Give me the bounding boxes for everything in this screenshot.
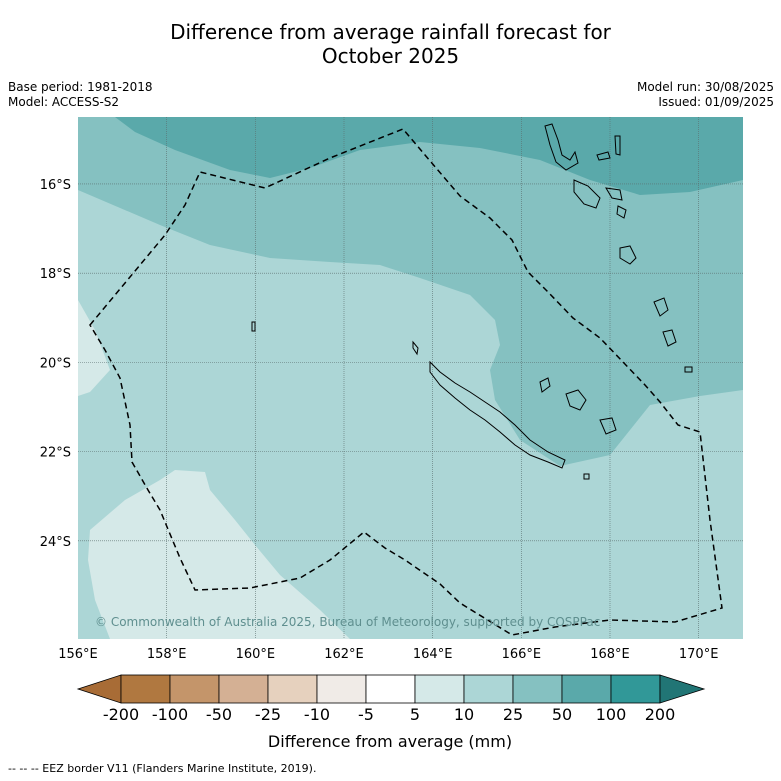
island: [662, 329, 677, 347]
colorbar-tick-label: -10: [304, 705, 330, 724]
colorbar-tick-label: 100: [596, 705, 627, 724]
map-gridlines: [78, 117, 743, 639]
vanuatu-island: [619, 245, 637, 265]
colorbar-segment: [365, 674, 416, 704]
colorbar-segment: [316, 674, 367, 704]
colorbar-tick-label: 10: [454, 705, 474, 724]
longitude-tick-label: 158°E: [147, 647, 187, 662]
anomaly-band-5-10: [88, 470, 350, 639]
colorbar-segment: [512, 674, 563, 704]
longitude-tick-label: 170°E: [679, 647, 719, 662]
colorbar-segment: [414, 674, 465, 704]
island: [599, 417, 617, 435]
base-period: Base period: 1981-2018: [8, 80, 153, 94]
colorbar-segment: [267, 674, 318, 704]
rainfall-anomaly-field: [78, 117, 743, 639]
latitude-tick-label: 16°S: [40, 178, 71, 193]
colorbar-tick-label: 50: [552, 705, 572, 724]
vanuatu-island: [544, 123, 579, 171]
issued-date: Issued: 01/09/2025: [658, 95, 774, 109]
colorbar-segment: [218, 674, 269, 704]
model-name: Model: ACCESS-S2: [8, 95, 120, 109]
colorbar-segment: [120, 674, 171, 704]
longitude-tick-label: 160°E: [236, 647, 276, 662]
anomaly-band-5-10: [78, 300, 110, 396]
map-title: Difference from average rainfall forecas…: [0, 20, 781, 68]
colorbar: -200 -100 -50 -25 -10 -5 5 10 25 50 100 200: [76, 674, 706, 724]
colorbar-tick-label: -50: [206, 705, 232, 724]
title-line-1: Difference from average rainfall forecas…: [170, 20, 611, 44]
latitude-tick-label: 22°S: [40, 446, 71, 461]
longitude-tick-label: 166°E: [502, 647, 542, 662]
colorbar-label: Difference from average (mm): [268, 732, 512, 751]
latitude-tick-label: 18°S: [40, 267, 71, 282]
colorbar-segment: [610, 674, 661, 704]
colorbar-extend-high: [659, 674, 706, 704]
colorbar-tick-label: -100: [152, 705, 188, 724]
anomaly-band-50-100: [115, 117, 743, 195]
longitude-tick-label: 162°E: [324, 647, 364, 662]
model-run: Model run: 30/08/2025: [636, 80, 774, 94]
island: [565, 389, 587, 411]
colorbar-extend-low: [76, 674, 122, 704]
longitude-tick-label: 156°E: [58, 647, 98, 662]
colorbar-tick-label: -200: [103, 705, 139, 724]
vanuatu-island: [596, 151, 611, 161]
eez-border: [89, 128, 723, 636]
colorbar-tick-label: 5: [410, 705, 420, 724]
island: [653, 297, 669, 317]
island: [684, 366, 693, 373]
eez-footnote: -- -- -- EEZ border V11 (Flanders Marine…: [8, 762, 317, 775]
info-right: Model run: 30/08/2025 Issued: 01/09/2025: [637, 80, 774, 110]
colorbar-segment: [169, 674, 220, 704]
island: [251, 321, 256, 332]
vanuatu-island: [605, 187, 623, 201]
vanuatu-island: [616, 205, 627, 219]
island: [539, 377, 551, 393]
colorbar-tick-label: -5: [358, 705, 374, 724]
info-left: Base period: 1981-2018 Model: ACCESS-S2: [8, 80, 153, 110]
copyright-notice: © Commonwealth of Australia 2025, Bureau…: [95, 615, 600, 629]
vanuatu-island: [614, 135, 621, 156]
island: [583, 473, 590, 480]
title-line-2: October 2025: [321, 44, 460, 68]
colorbar-tick-label: 200: [645, 705, 676, 724]
new-caledonia-island: [429, 360, 566, 469]
latitude-tick-label: 24°S: [40, 535, 71, 550]
colorbar-tick-label: 25: [503, 705, 523, 724]
anomaly-band-25-50: [78, 117, 743, 466]
vanuatu-island: [573, 179, 601, 209]
axis-labels: 156°E 158°E 160°E 162°E 164°E 166°E 168°E 170°E…: [40, 178, 719, 662]
colorbar-segment: [463, 674, 514, 704]
island: [412, 340, 419, 356]
longitude-tick-label: 168°E: [590, 647, 630, 662]
colorbar-segment: [561, 674, 612, 704]
latitude-tick-label: 20°S: [40, 356, 71, 371]
island-coastlines: [251, 123, 693, 480]
longitude-tick-label: 164°E: [413, 647, 453, 662]
colorbar-tick-label: -25: [255, 705, 281, 724]
